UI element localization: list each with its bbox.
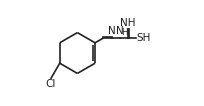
Text: N: N (115, 26, 123, 36)
Text: Cl: Cl (45, 79, 55, 89)
Text: NH: NH (119, 18, 135, 28)
Text: H: H (121, 28, 127, 37)
Text: N: N (108, 26, 115, 36)
Text: SH: SH (135, 33, 150, 43)
